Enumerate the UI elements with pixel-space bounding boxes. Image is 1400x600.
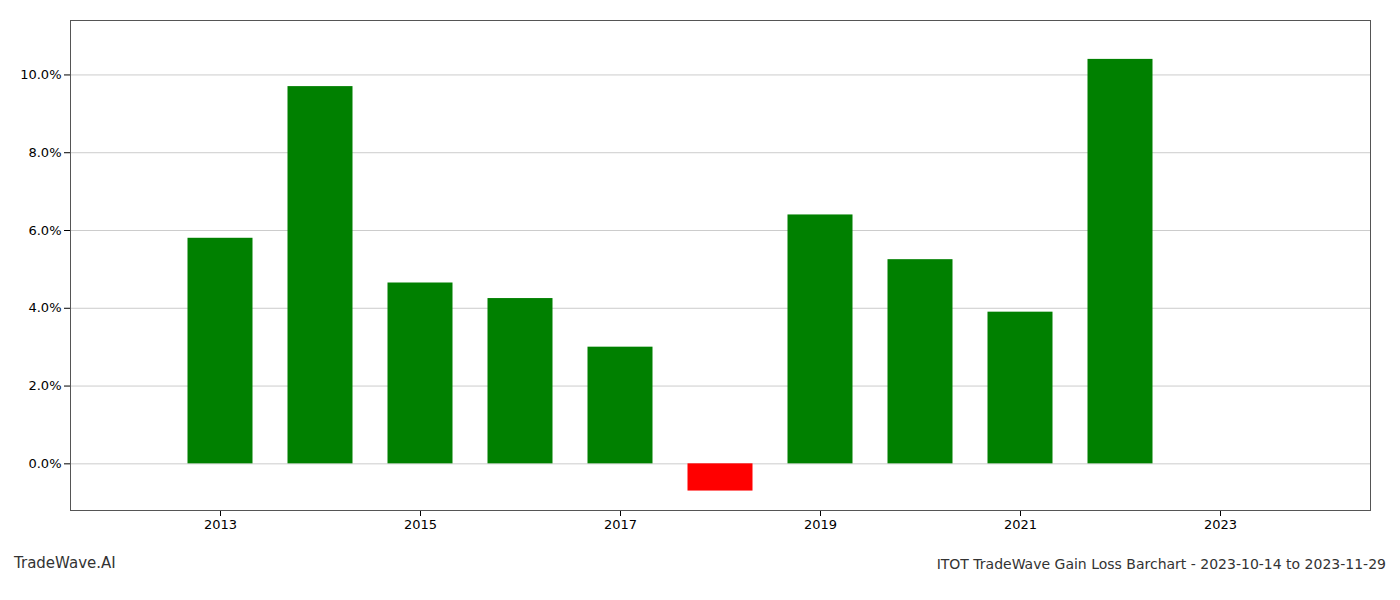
svg-text:2019: 2019 — [804, 517, 837, 532]
svg-text:2017: 2017 — [604, 517, 637, 532]
svg-text:4.0%: 4.0% — [28, 300, 61, 315]
svg-text:2021: 2021 — [1004, 517, 1037, 532]
svg-text:2015: 2015 — [404, 517, 437, 532]
svg-text:2023: 2023 — [1204, 517, 1237, 532]
svg-text:10.0%: 10.0% — [20, 67, 61, 82]
html-text:ITOT TradeWave Gain Loss Barch: ITOT TradeWave Gain Loss Barchart - 2023… — [936, 556, 1386, 572]
svg-text:8.0%: 8.0% — [28, 145, 61, 160]
svg-text:2013: 2013 — [204, 517, 237, 532]
html-text:TradeWave.AI: TradeWave.AI — [14, 554, 116, 572]
svg-text:6.0%: 6.0% — [28, 223, 61, 238]
svg-text:2.0%: 2.0% — [28, 378, 61, 393]
svg-text:0.0%: 0.0% — [28, 456, 61, 471]
